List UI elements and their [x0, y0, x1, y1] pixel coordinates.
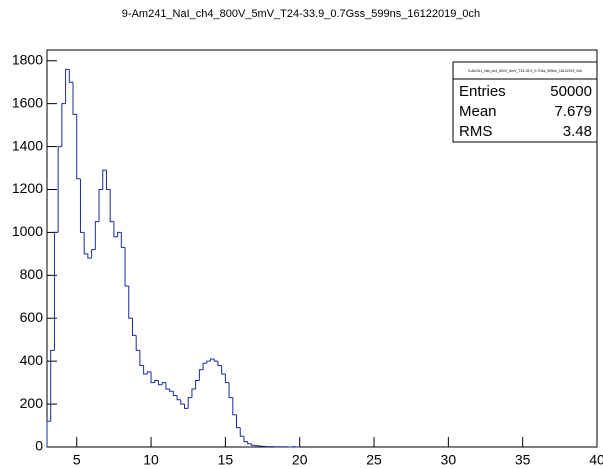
- y-tick-label: 400: [20, 352, 44, 368]
- histogram-bin: [228, 382, 233, 399]
- x-tick-label: 30: [441, 452, 457, 468]
- histogram-bin: [98, 188, 103, 222]
- plot-frame: [46, 49, 598, 448]
- histogram-bin: [135, 335, 140, 351]
- x-tick-label: 10: [143, 452, 159, 468]
- histogram-bin: [210, 358, 215, 362]
- histogram-bin: [83, 232, 88, 255]
- y-tick-label: 1600: [12, 94, 43, 110]
- x-tick-label: 35: [515, 452, 531, 468]
- histogram-bin: [165, 382, 170, 390]
- histogram-bin: [198, 369, 204, 381]
- y-tick-label: 1000: [12, 223, 43, 239]
- histogram-bin: [117, 231, 122, 237]
- y-tick-label: 600: [20, 309, 44, 325]
- histogram-bin: [213, 359, 218, 362]
- histogram-bin: [94, 221, 100, 250]
- histogram-bin: [91, 249, 96, 259]
- histogram-bin: [250, 443, 256, 446]
- histogram-bin: [53, 231, 59, 351]
- histogram-bin: [221, 365, 226, 375]
- histogram-bin: [146, 371, 152, 375]
- stats-value: 3.48: [563, 123, 592, 140]
- x-tick-label: 25: [366, 452, 382, 468]
- histogram-bin: [243, 436, 248, 443]
- histogram-bin: [109, 189, 114, 223]
- histogram-bin: [157, 380, 163, 386]
- chart-title: 9-Am241_NaI_ch4_800V_5mV_T24-33.9_0.7Gss…: [122, 8, 480, 20]
- histogram-bin: [169, 389, 174, 392]
- y-tick-label: 1200: [12, 180, 43, 196]
- stats-label: Mean: [459, 103, 497, 120]
- histogram-bin: [68, 69, 74, 83]
- stats-title: 9-Am241_NaI_ch4_800V_5mV_T24-33.9_0.7Gss…: [468, 69, 582, 73]
- histogram-bin: [206, 360, 211, 364]
- x-tick-label: 40: [589, 452, 603, 468]
- histogram-bin: [202, 362, 207, 370]
- histogram-bin: [72, 82, 77, 115]
- histogram-bin: [65, 68, 70, 104]
- histogram-bin: [61, 103, 66, 147]
- histogram-bin: [161, 382, 166, 385]
- histogram-bin: [150, 371, 155, 384]
- y-tick-label: 1800: [12, 51, 43, 67]
- histogram-bin: [46, 420, 51, 447]
- x-tick-label: 20: [292, 452, 308, 468]
- histogram-bin: [236, 414, 241, 429]
- histogram-bin: [184, 404, 189, 409]
- histogram-bin: [224, 374, 230, 384]
- histogram-bin: [180, 399, 185, 405]
- histogram-bin: [172, 391, 178, 396]
- histogram-bin: [239, 427, 244, 437]
- x-tick-label: 15: [218, 452, 234, 468]
- histogram-bin: [217, 361, 222, 366]
- y-tick-label: 800: [20, 266, 44, 282]
- y-tick-label: 1400: [12, 137, 43, 153]
- histogram-bin: [79, 178, 85, 233]
- y-tick-label: 200: [20, 395, 44, 411]
- histogram-bin: [57, 146, 62, 233]
- stats-label: RMS: [459, 123, 492, 140]
- histogram-bin: [195, 379, 200, 390]
- histogram-bin: [143, 365, 148, 375]
- x-tick-label: 5: [73, 452, 81, 468]
- histogram-bin: [131, 318, 137, 336]
- histogram-bin: [128, 286, 133, 319]
- stats-label: Entries: [459, 83, 506, 100]
- histogram-bin: [191, 388, 196, 398]
- stats-value: 50000: [550, 83, 592, 100]
- histogram-bin: [154, 379, 159, 383]
- histogram-bin: [102, 169, 107, 190]
- histogram-bin: [105, 170, 111, 190]
- histogram-bin: [232, 397, 237, 416]
- histogram-bin: [176, 395, 181, 401]
- histogram-bin: [76, 114, 81, 180]
- histogram-bin: [87, 253, 92, 259]
- stats-frame: [452, 61, 598, 143]
- histogram-bin: [139, 350, 144, 366]
- histogram-bin: [247, 441, 252, 445]
- stats-box: 9-Am241_NaI_ch4_800V_5mV_T24-33.9_0.7Gss…: [452, 61, 598, 143]
- histogram-bin: [50, 349, 55, 422]
- histogram-bin: [120, 232, 126, 248]
- stats-value: 7.679: [554, 103, 592, 120]
- histogram-bin: [124, 247, 129, 287]
- y-tick-label: 0: [35, 438, 43, 454]
- histogram-bin: [187, 397, 192, 409]
- histogram-bin: [113, 221, 118, 238]
